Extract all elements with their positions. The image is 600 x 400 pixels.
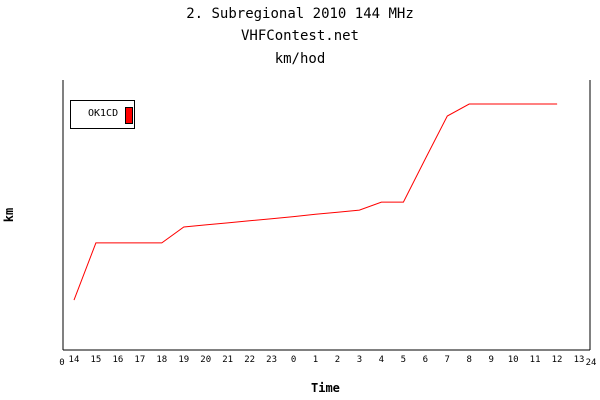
chart-subtitle: VHFContest.net <box>240 28 359 44</box>
x-tick-label: 17 <box>134 355 145 365</box>
x-tick-label: 12 <box>552 355 563 365</box>
x-tick-label: 2 <box>335 355 340 365</box>
legend-label: OK1CD <box>88 108 119 119</box>
x-tick-label: 21 <box>222 355 233 365</box>
x-tick-label: 23 <box>266 355 277 365</box>
x-tick-label: 20 <box>200 355 211 365</box>
x-tick-label: 1 <box>313 355 318 365</box>
chart-title: 2. Subregional 2010 144 MHz <box>186 6 414 22</box>
x-tick-label: 4 <box>379 355 384 365</box>
x-tick-label: 19 <box>178 355 189 365</box>
x-tick-label: 16 <box>112 355 123 365</box>
x-tick-label: 10 <box>508 355 519 365</box>
x-tick-label: 11 <box>530 355 541 365</box>
x-tick-label: 15 <box>91 355 102 365</box>
x-tick-label: 6 <box>423 355 428 365</box>
x-tick-label-end: 24 <box>586 358 597 368</box>
x-tick-label: 3 <box>357 355 362 365</box>
x-tick-label: 8 <box>467 355 472 365</box>
x-tick-label: 18 <box>156 355 167 365</box>
legend: OK1CD <box>70 100 135 129</box>
x-tick-label: 7 <box>445 355 450 365</box>
x-tick-label: 22 <box>244 355 255 365</box>
x-tick-label: 9 <box>488 355 493 365</box>
x-axis-label: Time <box>311 381 340 395</box>
x-tick-label: 0 <box>291 355 296 365</box>
chart-unit: km/hod <box>274 51 326 67</box>
legend-swatch <box>125 107 133 124</box>
series-line-ok1cd <box>73 103 558 301</box>
x-tick-label-start: 0 <box>59 358 64 368</box>
x-tick-label: 13 <box>574 355 585 365</box>
x-tick-label: 5 <box>401 355 406 365</box>
x-tick-label: 14 <box>69 355 80 365</box>
